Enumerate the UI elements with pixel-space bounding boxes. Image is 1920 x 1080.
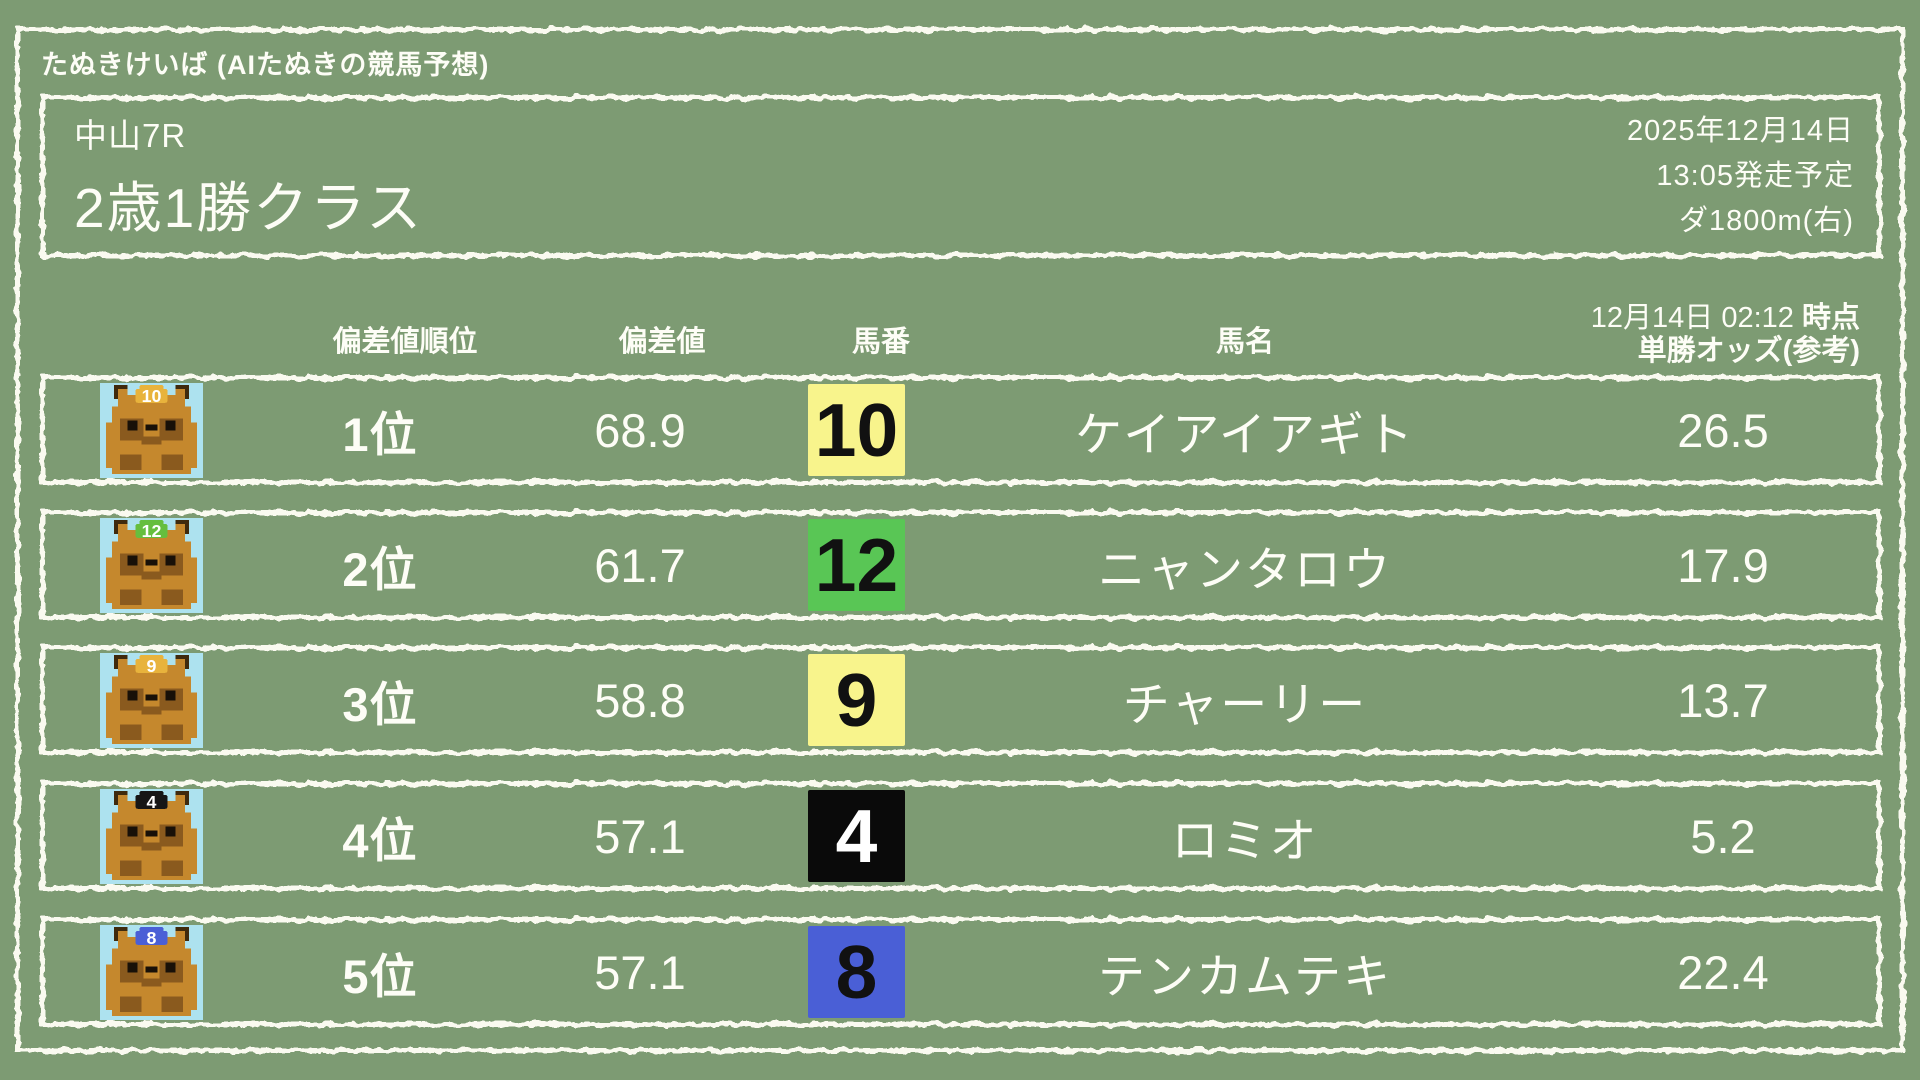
- horse-number-box: 9: [808, 654, 905, 746]
- race-info-box: 中山7R 2歳1勝クラス 2025年12月14日 13:05発走予定 ダ1800…: [40, 95, 1882, 258]
- race-class-title: 2歳1勝クラス: [74, 177, 424, 239]
- table-row: 12 2位 61.7 12 ニャンタロウ 17.9: [40, 510, 1882, 620]
- deviation-cell: 58.8: [594, 673, 686, 727]
- header-horse-name: 馬名: [1215, 326, 1274, 358]
- horse-number-cell: 10: [808, 375, 905, 485]
- rank-cell: 5位: [342, 949, 418, 1003]
- cap-number: 10: [142, 385, 162, 405]
- table-row: 4 4位 57.1 4 ロミオ 5.2: [40, 781, 1882, 891]
- table-row: 10 1位 68.9 10 ケイアイアギト 26.5: [40, 375, 1882, 485]
- race-info-right: 2025年12月14日 13:05発走予定 ダ1800m(右): [1627, 109, 1854, 244]
- deviation-cell: 57.1: [594, 945, 686, 999]
- horse-name-cell: チャーリー: [1122, 677, 1368, 731]
- race-date: 2025年12月14日: [1626, 115, 1854, 147]
- table-row: 8 5位 57.1 8 テンカムテキ 22.4: [40, 917, 1882, 1027]
- horse-name-cell: ケイアイアギト: [1075, 407, 1415, 461]
- cap-top: [139, 519, 164, 528]
- horse-name-cell: ロミオ: [1171, 813, 1319, 867]
- horse-number-box: 8: [808, 926, 905, 1018]
- horse-name-cell: ニャンタロウ: [1098, 542, 1392, 596]
- deviation-cell: 68.9: [594, 403, 686, 457]
- main-frame: たぬきけいば (AIたぬきの競馬予想) 中山7R 2歳1勝クラス 2025年12…: [15, 27, 1905, 1053]
- app-title: たぬきけいば (AIたぬきの競馬予想): [41, 50, 490, 80]
- race-track-number: 中山7R: [74, 117, 187, 154]
- cap-top: [139, 790, 164, 799]
- race-start-time: 13:05発走予定: [1656, 160, 1854, 192]
- horse-number-cell: 12: [808, 510, 905, 620]
- horse-number-cell: 9: [808, 645, 905, 755]
- header-odds-label: 単勝オッズ(参考): [1637, 335, 1860, 367]
- rank-cell: 2位: [342, 542, 418, 596]
- deviation-cell: 61.7: [594, 538, 686, 592]
- odds-cell: 26.5: [1677, 403, 1769, 457]
- tanuki-avatar: 4: [100, 781, 203, 891]
- cap-number: 9: [147, 655, 157, 675]
- tanuki-avatar: 9: [100, 645, 203, 755]
- rank-cell: 1位: [342, 407, 418, 461]
- tanuki-icon: 10: [100, 382, 203, 479]
- horse-number-cell: 8: [808, 917, 905, 1027]
- race-info-left: 中山7R 2歳1勝クラス: [74, 109, 423, 243]
- rank-cell: 3位: [342, 677, 418, 731]
- header-deviation: 偏差値: [618, 326, 706, 358]
- tanuki-icon: 12: [100, 517, 203, 614]
- cap-number: 12: [142, 520, 162, 540]
- table-header-row: 偏差値順位 偏差値 馬番 馬名 12月14日 02:12 時点 単勝オッズ(参考…: [40, 300, 1882, 372]
- cap-number: 4: [147, 791, 157, 811]
- odds-cell: 5.2: [1690, 809, 1756, 863]
- tanuki-avatar: 10: [100, 375, 203, 485]
- header-odds-timestamp: 12月14日 02:12 時点: [1590, 302, 1860, 334]
- horse-number-box: 4: [808, 790, 905, 882]
- horse-number-box: 12: [808, 519, 905, 611]
- table-row: 9 3位 58.8 9 チャーリー 13.7: [40, 645, 1882, 755]
- race-course: ダ1800m(右): [1679, 205, 1854, 237]
- header-odds: 12月14日 02:12 時点 単勝オッズ(参考): [1591, 302, 1860, 368]
- cap-top: [139, 654, 164, 663]
- header-rank: 偏差値順位: [332, 326, 478, 358]
- horse-number-cell: 4: [808, 781, 905, 891]
- odds-cell: 13.7: [1677, 673, 1769, 727]
- deviation-cell: 57.1: [594, 809, 686, 863]
- cap-number: 8: [147, 927, 157, 947]
- horse-name-cell: テンカムテキ: [1098, 949, 1392, 1003]
- tanuki-icon: 8: [100, 924, 203, 1021]
- header-horse-number: 馬番: [851, 326, 910, 358]
- rank-cell: 4位: [342, 813, 418, 867]
- cap-top: [139, 384, 164, 393]
- cap-top: [139, 926, 164, 935]
- tanuki-avatar: 8: [100, 917, 203, 1027]
- tanuki-avatar: 12: [100, 510, 203, 620]
- tanuki-icon: 9: [100, 652, 203, 749]
- tanuki-icon: 4: [100, 788, 203, 885]
- horse-number-box: 10: [808, 384, 905, 476]
- odds-cell: 22.4: [1677, 945, 1769, 999]
- odds-cell: 17.9: [1677, 538, 1769, 592]
